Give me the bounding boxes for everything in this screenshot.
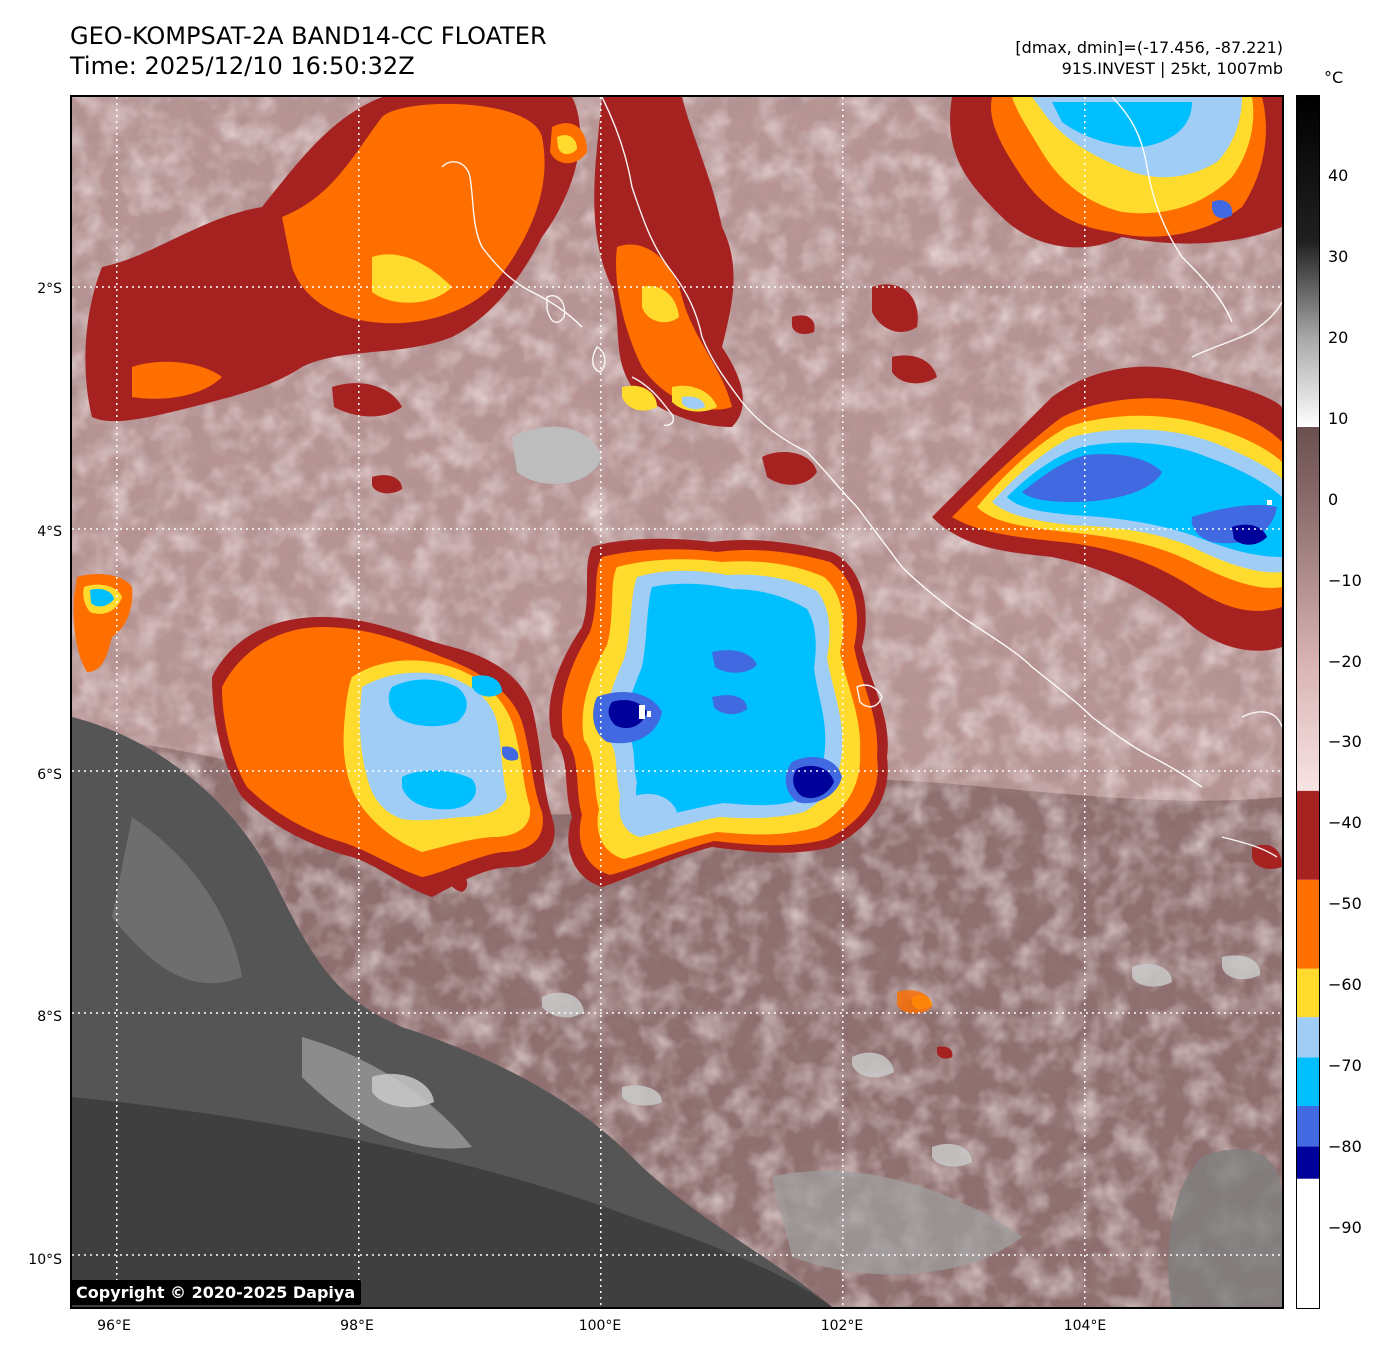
colorbar-tick-label: −60 [1328, 975, 1362, 995]
satellite-imagery [72, 97, 1282, 1307]
colorbar-band [1297, 879, 1319, 969]
colorbar-tick-label: −10 [1328, 570, 1362, 590]
lon-label-102e: 102°E [820, 1318, 864, 1334]
colorbar-band [1297, 1178, 1319, 1308]
colorbar-tick-label: 20 [1328, 327, 1349, 347]
storm-info: 91S.INVEST | 25kt, 1007mb [1061, 59, 1283, 78]
colorbar-tick-label: 30 [1328, 246, 1349, 266]
copyright-badge: Copyright © 2020-2025 Dapiya [70, 1280, 362, 1305]
lon-label-98e: 98°E [340, 1318, 374, 1334]
lat-label-8s: 8°S [37, 1009, 62, 1025]
lat-label-2s: 2°S [37, 281, 62, 297]
map-title: GEO-KOMPSAT-2A BAND14-CC FLOATER [70, 22, 547, 50]
colorbar-tick-label: 40 [1328, 165, 1349, 185]
colorbar-tick-label: −50 [1328, 894, 1362, 914]
lon-label-104e: 104°E [1063, 1318, 1107, 1334]
colorbar-gradient [1297, 96, 1319, 791]
satellite-map[interactable] [70, 95, 1284, 1309]
colorbar-band [1297, 1146, 1319, 1179]
colorbar-tick-label: −30 [1328, 732, 1362, 752]
colorbar-tick-label: −80 [1328, 1137, 1362, 1157]
colorbar-tick-label: −40 [1328, 813, 1362, 833]
lon-label-100e: 100°E [578, 1318, 622, 1334]
colorbar-tick-label: −70 [1328, 1056, 1362, 1076]
colorbar-tick-label: 0 [1328, 489, 1339, 509]
temperature-range: [dmax, dmin]=(-17.456, -87.221) [1015, 38, 1283, 57]
lat-label-4s: 4°S [37, 524, 62, 540]
map-timestamp: Time: 2025/12/10 16:50:32Z [70, 52, 415, 80]
colorbar-tick-label: 10 [1328, 408, 1349, 428]
lon-label-96e: 96°E [97, 1318, 131, 1334]
colorbar-unit: °C [1324, 68, 1344, 87]
colorbar-band [1297, 1057, 1319, 1106]
colorbar-band [1297, 1106, 1319, 1147]
colorbar-band [1297, 1017, 1319, 1058]
colorbar-band [1297, 790, 1319, 880]
lat-label-6s: 6°S [37, 767, 62, 783]
colorbar-band [1297, 968, 1319, 1018]
map-gridlines [72, 97, 1282, 1307]
colorbar-tick-label: −90 [1328, 1218, 1362, 1238]
colorbar-tick-label: −20 [1328, 651, 1362, 671]
temperature-colorbar [1296, 95, 1320, 1309]
lat-label-10s: 10°S [28, 1252, 62, 1268]
